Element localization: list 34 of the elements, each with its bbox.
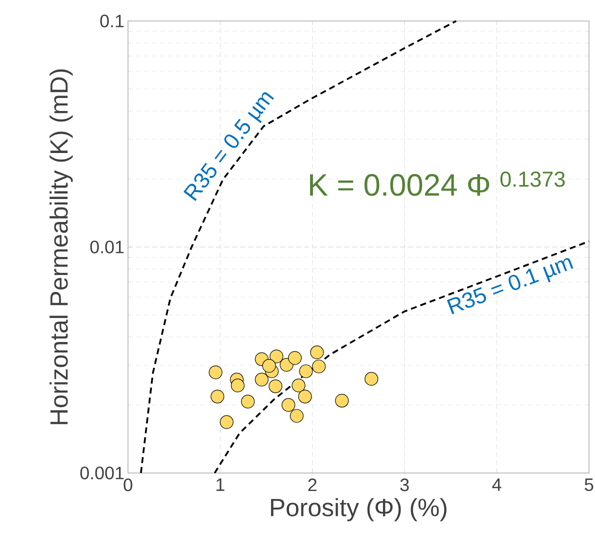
x-tick-label: 5 — [584, 478, 594, 492]
y-tick-label: 0.1 — [100, 14, 124, 28]
y-tick-label: 0.01 — [90, 240, 124, 254]
point — [299, 364, 313, 378]
point — [290, 409, 304, 423]
y-axis-title: Horizontal Permeability (K) (mD) — [50, 69, 73, 424]
point — [312, 360, 326, 374]
x-tick-label: 2 — [308, 478, 316, 492]
point — [254, 372, 268, 386]
point — [210, 390, 224, 404]
point — [230, 378, 245, 392]
line-series — [214, 240, 590, 474]
x-tick-label: 4 — [492, 478, 502, 491]
point — [288, 351, 302, 365]
point — [364, 372, 378, 386]
x-tick-label: 0 — [124, 478, 132, 492]
y-tick-label: 0.001 — [80, 466, 124, 480]
text: R35 = 0.1 µm — [446, 258, 574, 314]
point — [282, 398, 296, 412]
x-tick-label: 1 — [216, 478, 224, 491]
point — [280, 358, 294, 372]
point — [310, 346, 324, 360]
x-axis-title: Porosity (Φ) (%) — [271, 498, 446, 522]
point — [268, 379, 282, 394]
point — [298, 390, 312, 404]
point — [241, 394, 255, 408]
point — [262, 359, 276, 373]
point — [208, 366, 222, 380]
point — [270, 350, 284, 364]
annotation: K = 0.0024 Φ $^{0.1373}$ — [310, 172, 565, 196]
point — [335, 394, 349, 408]
point — [220, 415, 234, 429]
point — [292, 378, 306, 392]
x-tick-label: 3 — [400, 478, 409, 492]
